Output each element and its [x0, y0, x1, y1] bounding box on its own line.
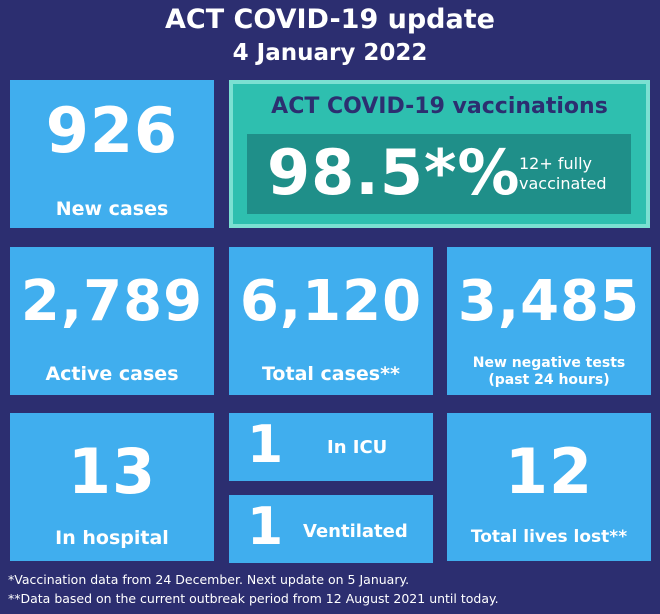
icu-value: 1: [247, 415, 284, 475]
vaccination-description: 12+ fully vaccinated: [519, 154, 607, 194]
active-cases-tile: 2,789 Active cases: [10, 247, 214, 395]
active-cases-label: Active cases: [45, 363, 179, 385]
page-date: 4 January 2022: [232, 40, 428, 66]
negative-tests-label-line1: New negative tests: [472, 355, 626, 371]
vaccination-desc-line2: vaccinated: [519, 174, 607, 193]
icu-label: In ICU: [327, 437, 388, 458]
icu-tile: 1 In ICU: [229, 413, 433, 481]
new-cases-tile: 926 New cases: [10, 80, 214, 228]
footnote-outbreak: **Data based on the current outbreak per…: [8, 591, 499, 606]
hospital-value: 13: [67, 435, 157, 508]
vaccination-desc-line1: 12+ fully: [519, 154, 592, 173]
negative-tests-label-line2: (past 24 hours): [488, 372, 610, 388]
new-cases-value: 926: [45, 94, 179, 167]
active-cases-value: 2,789: [20, 269, 204, 334]
ventilated-tile: 1 Ventilated: [229, 495, 433, 563]
lives-lost-tile: 12 Total lives lost**: [447, 413, 651, 561]
vaccinations-rate-box: 98.5*% 12+ fully vaccinated: [247, 134, 631, 214]
total-cases-label: Total cases**: [262, 363, 400, 385]
lives-lost-label: Total lives lost**: [470, 527, 628, 547]
hospital-label: In hospital: [55, 527, 169, 549]
total-cases-value: 6,120: [239, 269, 423, 334]
negative-tests-value: 3,485: [457, 269, 641, 334]
vaccinations-title: ACT COVID-19 vaccinations: [271, 94, 608, 119]
lives-lost-value: 12: [504, 435, 594, 508]
ventilated-label: Ventilated: [303, 521, 408, 542]
total-cases-tile: 6,120 Total cases**: [229, 247, 433, 395]
negative-tests-tile: 3,485 New negative tests (past 24 hours): [447, 247, 651, 395]
page-title: ACT COVID-19 update: [165, 4, 495, 35]
vaccination-percent: 98.5*%: [267, 136, 521, 209]
hospital-tile: 13 In hospital: [10, 413, 214, 561]
ventilated-value: 1: [247, 497, 284, 557]
new-cases-label: New cases: [55, 198, 169, 220]
vaccinations-panel: ACT COVID-19 vaccinations 98.5*% 12+ ful…: [229, 80, 650, 228]
footnote-vaccination: *Vaccination data from 24 December. Next…: [8, 572, 410, 587]
